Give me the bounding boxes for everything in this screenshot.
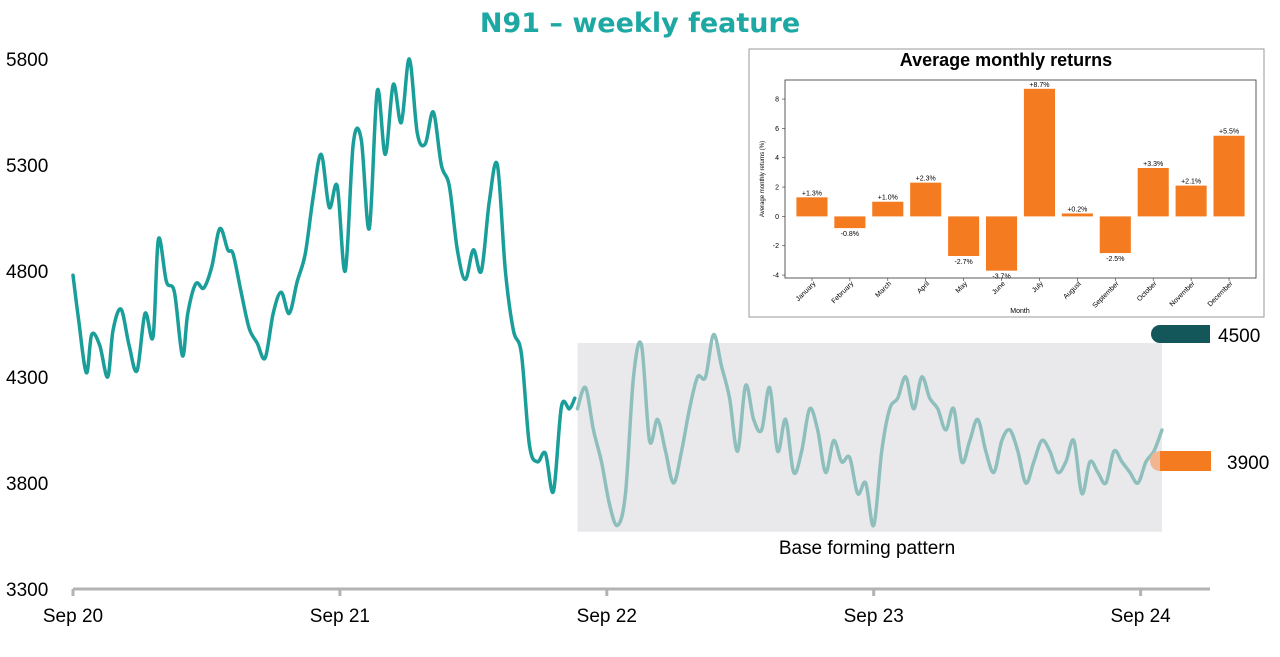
y-tick-label: 3800: [6, 474, 48, 495]
inset-bar: [948, 216, 980, 256]
chart-title: N91 – weekly feature: [479, 8, 801, 39]
inset-bar-label: +1.3%: [802, 190, 822, 197]
inset-bar: [872, 201, 904, 217]
inset-bar: [1213, 135, 1245, 217]
inset-background: [748, 48, 1265, 318]
inset-bar: [796, 197, 828, 217]
y-tick-label: 4300: [6, 368, 48, 389]
inset-bar-label: +2.3%: [916, 176, 936, 183]
price-line: [71, 57, 577, 495]
inset-bar-label: -0.8%: [841, 231, 859, 238]
y-tick-label: 5800: [6, 50, 48, 71]
inset-title: Average monthly returns: [900, 50, 1112, 70]
resistance-label: 4500: [1218, 326, 1260, 347]
inset-bar-label: +1.0%: [878, 195, 898, 202]
price-series: [71, 57, 1164, 528]
inset-y-tick-label: 8: [775, 97, 779, 104]
inset-y-tick-label: -4: [773, 273, 779, 280]
base-pattern-label: Base forming pattern: [779, 538, 955, 559]
y-tick-label: 4800: [6, 262, 48, 283]
inset-y-tick-label: 0: [775, 214, 779, 221]
inset-bar: [910, 182, 942, 217]
inset-bar: [1137, 168, 1169, 217]
inset-bar: [1099, 216, 1131, 254]
inset-y-tick-label: -2: [773, 243, 779, 250]
inset-bar-label: +0.2%: [1067, 206, 1087, 213]
inset-bar-label: -3.7%: [992, 274, 1010, 281]
inset-bar-label: +8.7%: [1029, 82, 1049, 89]
inset-bar: [1175, 185, 1207, 217]
x-axis-ticks: Sep 20 Sep 21 Sep 22 Sep 23 Sep 24: [43, 589, 1171, 627]
inset-plot-frame: [784, 79, 1257, 279]
x-tick-label: Sep 20: [43, 606, 103, 627]
inset-bar: [1023, 88, 1056, 217]
price-line-base-period: [575, 332, 1164, 528]
monthly-returns-inset: Average monthly returns 8 6 4 2 0 -2 -4 +1.3% -…: [748, 48, 1265, 318]
x-tick-label: Sep 24: [1110, 606, 1171, 627]
inset-y-label: Average monthly returns (%): [760, 141, 766, 217]
resistance-pill: [1151, 325, 1210, 343]
inset-bar-label: +5.5%: [1219, 129, 1239, 136]
inset-y-tick-label: 6: [775, 126, 779, 133]
inset-x-label: Month: [1010, 308, 1030, 315]
inset-y-ticks: 8 6 4 2 0 -2 -4: [773, 97, 785, 280]
x-tick-label: Sep 22: [577, 606, 637, 627]
inset-bar-label: -2.5%: [1106, 256, 1124, 263]
inset-bar: [834, 216, 866, 229]
support-bar: [1160, 451, 1211, 471]
x-tick-label: Sep 23: [844, 606, 904, 627]
inset-bar: [985, 216, 1018, 271]
support-label: 3900: [1227, 453, 1269, 474]
support-marker: 3900: [1150, 451, 1269, 474]
inset-bar-label: +3.3%: [1143, 161, 1163, 168]
y-axis-ticks: 5800 5300 4800 4300 3800 3300: [6, 50, 48, 601]
inset-y-tick-label: 2: [775, 185, 779, 192]
x-tick-label: Sep 21: [310, 606, 370, 627]
inset-y-tick-label: 4: [775, 155, 779, 162]
inset-bar-label: -2.7%: [954, 259, 972, 266]
inset-bars: +1.3% -0.8% +1.0% +2.3% -2.7% -3.7% +8.7% +0.2%…: [796, 82, 1245, 281]
y-tick-label: 5300: [6, 156, 48, 177]
resistance-marker: 4500: [1151, 325, 1260, 347]
inset-bar: [1061, 213, 1093, 217]
y-tick-label: 3300: [6, 580, 48, 601]
inset-bar-label: +2.1%: [1181, 179, 1201, 186]
